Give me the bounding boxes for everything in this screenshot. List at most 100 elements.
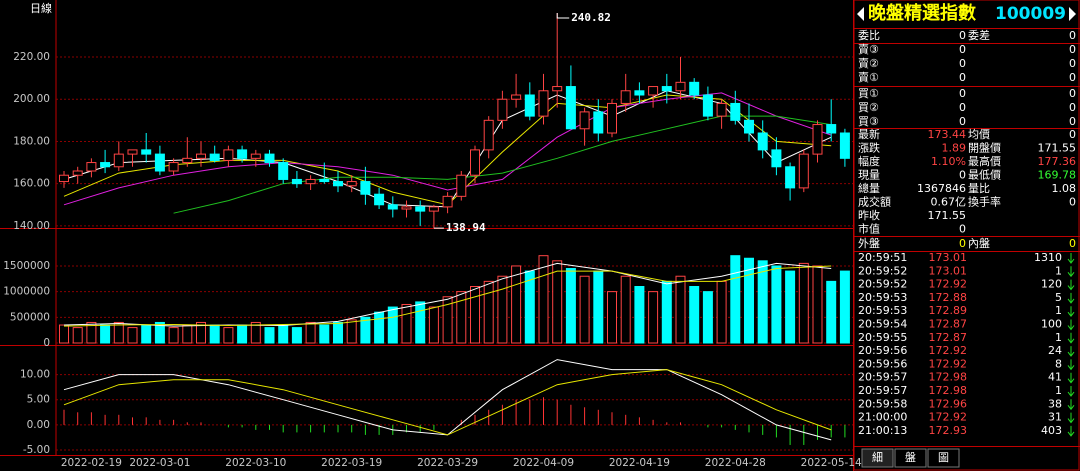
trade-time: 20:59:51: [858, 251, 907, 264]
field-value: 0: [959, 71, 966, 84]
field-value: 0: [959, 101, 966, 114]
volume-bar: [661, 280, 672, 344]
trade-time: 20:59:52: [858, 278, 907, 291]
volume-bar: [716, 280, 727, 344]
down-arrow: [1067, 332, 1075, 344]
y-tick-label: 180.00: [13, 135, 50, 147]
field-label: 最低價: [968, 168, 1001, 182]
volume-bar: [675, 275, 686, 344]
trade-price: 172.89: [929, 304, 968, 317]
candle-body: [538, 90, 549, 117]
trade-volume: 38: [1048, 397, 1062, 410]
field-value: 171.55: [1038, 142, 1077, 155]
candle-body: [483, 119, 494, 151]
candle-body: [401, 206, 412, 210]
field-label: 幅度: [858, 154, 880, 168]
candle-body: [798, 153, 809, 189]
volume-bar: [168, 327, 179, 344]
field-label: 量比: [968, 182, 990, 195]
candle-body: [661, 86, 672, 92]
candle-body: [182, 157, 193, 164]
candle-body: [497, 98, 508, 121]
volume-bar: [470, 286, 480, 344]
field-label: 賣②: [858, 56, 879, 70]
field-label: 賣①: [858, 70, 879, 84]
trade-volume: 24: [1048, 344, 1062, 357]
volume-bar: [538, 255, 549, 344]
low-annotation: 138.94: [446, 221, 486, 234]
y-tick-label: 220.00: [13, 51, 50, 63]
down-arrow: [1067, 372, 1075, 384]
field-value: 0: [959, 29, 966, 42]
candle-body: [826, 124, 837, 134]
volume-bar: [730, 255, 741, 344]
y-tick-label: -5.00: [23, 444, 50, 456]
field-label: 內盤: [968, 237, 990, 250]
field-value: 0: [1069, 43, 1076, 56]
candle-body: [305, 178, 316, 185]
tab-label[interactable]: 細: [872, 451, 883, 464]
y-tick-label: 1000000: [3, 286, 50, 298]
tab-label[interactable]: 圖: [938, 451, 949, 464]
volume-bar: [483, 280, 494, 344]
trade-price: 173.01: [929, 251, 968, 264]
field-value: 0: [1069, 196, 1076, 209]
trade-time: 20:59:53: [858, 304, 907, 317]
candle-body: [333, 181, 343, 187]
trade-price: 172.92: [929, 411, 968, 424]
volume-bar: [401, 303, 412, 344]
candle-body: [565, 86, 576, 130]
trade-time: 21:00:13: [858, 424, 907, 437]
volume-bar: [511, 265, 522, 344]
candle-body: [346, 181, 357, 187]
volume-bar: [757, 260, 768, 344]
field-label: 委比: [858, 29, 880, 42]
tab[interactable]: [927, 448, 960, 468]
trade-time: 20:59:57: [858, 371, 907, 384]
field-label: 委差: [968, 28, 990, 42]
field-value: 169.78: [1038, 169, 1077, 182]
volume-bar: [607, 291, 617, 344]
down-arrow: [1067, 306, 1075, 318]
candle-body: [264, 153, 275, 164]
y-tick-label: 500000: [10, 311, 50, 323]
tab[interactable]: [894, 448, 927, 468]
annotation-leader: [556, 13, 570, 19]
volume-bar: [785, 270, 796, 344]
candle-body: [785, 166, 796, 189]
candle-body: [442, 195, 453, 208]
field-label: 換手率: [968, 195, 1001, 209]
field-value: 0: [959, 223, 966, 236]
down-arrow: [1067, 279, 1075, 291]
field-value: 0: [1069, 87, 1076, 100]
prev-arrow[interactable]: [857, 7, 864, 21]
y-tick-label: 200.00: [13, 93, 50, 105]
volume-bar: [333, 321, 343, 344]
down-arrow: [1067, 253, 1075, 264]
volume-bar: [237, 324, 248, 344]
volume-bar: [689, 286, 700, 344]
field-value: 177.36: [1038, 155, 1077, 168]
tab-label[interactable]: 盤: [905, 451, 916, 464]
candle-body: [374, 193, 385, 206]
volume-bar: [579, 275, 590, 344]
volume-bar: [182, 324, 193, 344]
trade-time: 20:59:54: [858, 318, 907, 331]
volume-bar: [798, 262, 809, 344]
volume-bar: [839, 270, 850, 344]
candle-body: [86, 162, 97, 172]
candle-body: [127, 149, 138, 155]
next-arrow[interactable]: [1069, 7, 1076, 21]
volume-bar: [360, 316, 371, 344]
candle-body: [716, 102, 727, 117]
candle-body: [552, 86, 563, 92]
field-label: 市值: [858, 222, 880, 236]
y-tick-label: 10.00: [20, 369, 50, 381]
tab[interactable]: [861, 448, 894, 468]
volume-bar: [387, 306, 398, 344]
volume-bar: [278, 324, 289, 344]
volume-bar: [648, 291, 659, 344]
candle-body: [675, 81, 686, 92]
candle-body: [223, 149, 234, 161]
down-arrow: [1067, 399, 1075, 411]
